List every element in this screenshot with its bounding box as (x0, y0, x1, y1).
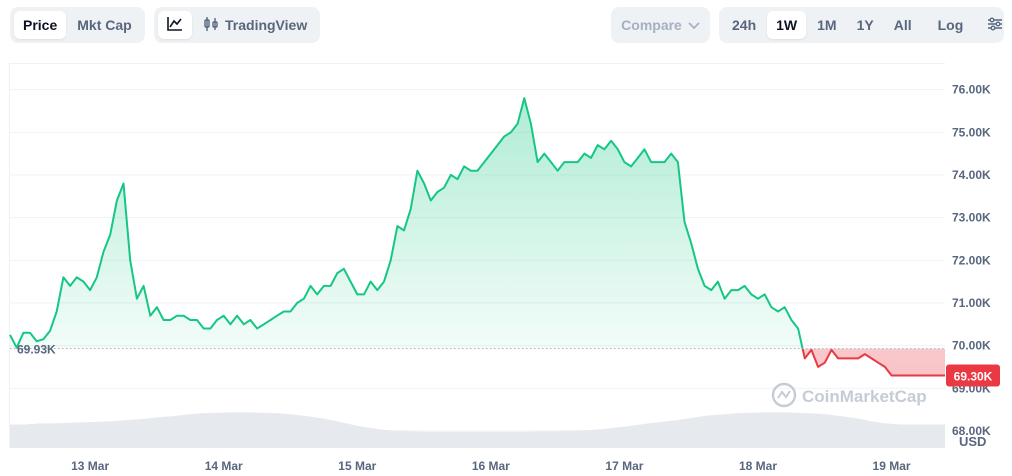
currency-unit-label: USD (959, 434, 986, 449)
range-1w[interactable]: 1W (767, 11, 807, 39)
volume-area (10, 412, 945, 448)
tradingview-label: TradingView (225, 17, 308, 33)
area-fill-down (10, 348, 945, 376)
mktcap-tab[interactable]: Mkt Cap (77, 17, 132, 33)
chart-frame (9, 63, 945, 448)
y-tick-label: 76.00K (952, 83, 991, 97)
y-tick-label: 71.00K (952, 296, 991, 310)
x-tick-label: 13 Mar (71, 459, 109, 473)
range-1y[interactable]: 1Y (856, 17, 874, 33)
y-tick-label: 73.00K (952, 211, 991, 225)
reference-line: 69.93K (10, 343, 945, 357)
line-chart-icon (166, 16, 184, 35)
y-tick-label: 70.00K (952, 339, 991, 353)
compare-label: Compare (621, 17, 682, 33)
metric-toggle: Price Mkt Cap (10, 7, 145, 43)
tradingview-button[interactable]: TradingView (194, 11, 316, 39)
x-tick-label: 16 Mar (472, 459, 510, 473)
y-tick-label: 75.00K (952, 125, 991, 139)
sliders-icon (987, 17, 1003, 34)
x-axis: 13 Mar 14 Mar 15 Mar 16 Mar 17 Mar 18 Mar 19 M… (71, 459, 911, 473)
current-price-badge (946, 364, 1000, 387)
current-price-label: 69.30K (954, 369, 993, 383)
line-chart-button[interactable] (158, 11, 192, 39)
y-tick-label: 74.00K (952, 168, 991, 182)
y-axis: 68.00K69.00K70.00K71.00K72.00K73.00K74.0… (946, 83, 1000, 449)
settings-button[interactable] (980, 11, 1010, 39)
price-line (9, 97, 945, 377)
compare-dropdown[interactable]: Compare (611, 7, 710, 43)
price-tab[interactable]: Price (14, 11, 67, 39)
volume-silhouette (10, 412, 945, 448)
price-line-up (9, 97, 804, 349)
reference-price-label: 69.93K (17, 343, 56, 357)
x-tick-label: 17 Mar (605, 459, 643, 473)
svg-text:CoinMarketCap: CoinMarketCap (802, 387, 927, 406)
x-tick-label: 14 Mar (205, 459, 243, 473)
log-scale-button[interactable]: Log (937, 17, 964, 33)
x-tick-label: 19 Mar (873, 459, 911, 473)
candlestick-icon (203, 16, 219, 35)
y-tick-label: 72.00K (952, 253, 991, 267)
price-area (10, 98, 945, 376)
y-tick-label: 68.00K (952, 424, 991, 438)
x-tick-label: 15 Mar (338, 459, 376, 473)
x-tick-label: 18 Mar (739, 459, 777, 473)
range-toggle: 24h 1W 1M 1Y All Log (719, 7, 1004, 43)
area-fill-up (10, 98, 803, 349)
chart-type-toggle: TradingView (154, 7, 321, 43)
range-24h[interactable]: 24h (732, 17, 757, 33)
range-1m[interactable]: 1M (817, 17, 837, 33)
range-all[interactable]: All (893, 17, 912, 33)
chart-toolbar: Price Mkt Cap TradingView Compare 24h 1W… (10, 7, 1004, 43)
coinmarketcap-watermark: CoinMarketCap (771, 382, 927, 408)
chevron-down-icon (688, 17, 700, 33)
